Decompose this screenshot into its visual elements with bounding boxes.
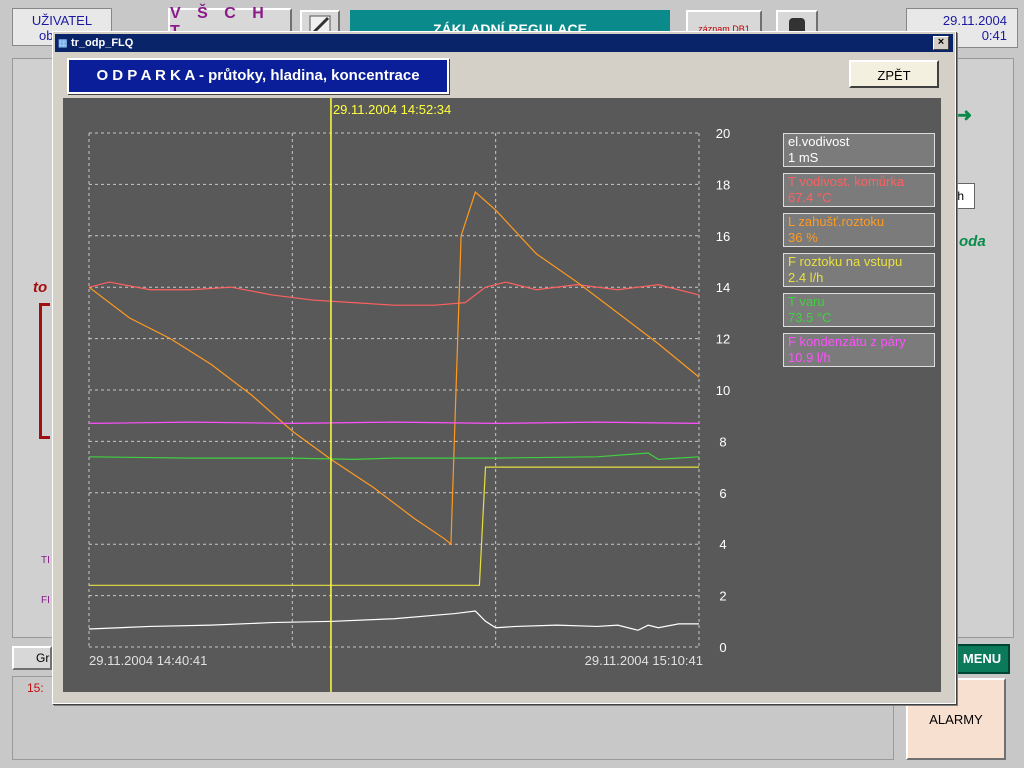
legend-series-value: 2.4 l/h xyxy=(788,270,824,285)
legend-series-name: L zahušť.roztoku xyxy=(788,214,885,229)
series-line xyxy=(88,421,700,425)
y-tick-label: 6 xyxy=(719,486,726,501)
trend-dialog: ▦ tr_odp_FLQ × O D P A R K A - průtoky, h… xyxy=(52,31,956,704)
cursor-timestamp: 29.11.2004 14:52:34 xyxy=(333,102,451,117)
legend-series-value: 73.5 °C xyxy=(788,310,832,325)
legend-item[interactable]: T vodivost. komůrka 67.4 °C xyxy=(783,173,935,207)
x-end-label: 29.11.2004 15:10:41 xyxy=(585,653,703,668)
back-button[interactable]: ZPĚT xyxy=(849,60,939,88)
left-red-label: to xyxy=(33,279,48,296)
menu-button[interactable]: MENU xyxy=(954,644,1010,674)
dialog-heading: O D P A R K A - průtoky, hladina, koncen… xyxy=(67,58,449,94)
legend-item[interactable]: F roztoku na vstupu 2.4 l/h xyxy=(783,253,935,287)
time-display: 0:41 xyxy=(981,28,1007,43)
legend-series-name: F kondenzátu z páry xyxy=(788,334,906,349)
event-log-time: 15: xyxy=(27,681,44,695)
series-line xyxy=(88,191,700,546)
trend-chart-svg[interactable]: 0 2 4 6 8 10 12 14 16 18 20 29.11.2004 14:52:34 29.1… xyxy=(63,98,941,692)
gr-button[interactable]: Gr xyxy=(12,646,52,670)
legend-series-value: 1 mS xyxy=(788,150,819,165)
trend-chart[interactable]: 0 2 4 6 8 10 12 14 16 18 20 29.11.2004 14:52:34 29.1… xyxy=(63,98,941,692)
legend-series-name: T varu xyxy=(788,294,825,309)
close-button[interactable]: × xyxy=(933,36,949,50)
legend-series-name: T vodivost. komůrka xyxy=(788,174,905,189)
window-icon: ▦ xyxy=(58,38,68,49)
y-tick-label: 4 xyxy=(719,537,726,552)
y-tick-label: 14 xyxy=(716,280,730,295)
datetime-panel: 29.11.2004 0:41 xyxy=(906,8,1018,48)
legend-item[interactable]: el.vodivost 1 mS xyxy=(783,133,935,167)
series-line xyxy=(88,610,699,631)
user-label: UŽIVATEL xyxy=(31,13,93,28)
window-title: tr_odp_FLQ xyxy=(71,37,134,49)
x-start-label: 29.11.2004 14:40:41 xyxy=(89,653,207,668)
y-tick-label: 2 xyxy=(719,589,726,604)
close-icon: × xyxy=(937,36,945,48)
dialog-titlebar[interactable]: ▦ tr_odp_FLQ × xyxy=(55,34,953,52)
legend-series-name: el.vodivost xyxy=(788,134,850,149)
date-display: 29.11.2004 xyxy=(942,13,1007,28)
legend-item[interactable]: L zahušť.roztoku 36 % xyxy=(783,213,935,247)
legend-series-name: F roztoku na vstupu xyxy=(788,254,903,269)
alarmy-button[interactable]: ALARMY xyxy=(906,678,1006,760)
user-sub: ob xyxy=(39,28,54,43)
legend-item[interactable]: F kondenzátu z páry 10.9 l/h xyxy=(783,333,935,367)
y-tick-label: 10 xyxy=(716,383,730,398)
legend-item[interactable]: T varu 73.5 °C xyxy=(783,293,935,327)
legend-series-value: 67.4 °C xyxy=(788,190,832,205)
y-tick-label: 16 xyxy=(716,229,730,244)
series-line xyxy=(88,281,700,306)
series-line xyxy=(89,466,699,586)
y-tick-label: 20 xyxy=(716,126,730,141)
left-tag-ti: TI xyxy=(41,555,50,566)
y-tick-label: 12 xyxy=(716,332,730,347)
right-arrow-icon: ➜ xyxy=(957,105,973,125)
series-line xyxy=(88,452,700,461)
right-green-label: oda xyxy=(959,233,986,250)
legend-series-value: 36 % xyxy=(788,230,818,245)
left-tag-fi: FI xyxy=(41,595,50,606)
y-tick-label: 8 xyxy=(719,434,726,449)
y-tick-label: 18 xyxy=(716,177,730,192)
left-red-bracket xyxy=(39,303,50,439)
y-tick-label: 0 xyxy=(719,640,726,655)
legend-series-value: 10.9 l/h xyxy=(788,350,831,365)
right-unit-field[interactable]: /h xyxy=(953,183,975,209)
